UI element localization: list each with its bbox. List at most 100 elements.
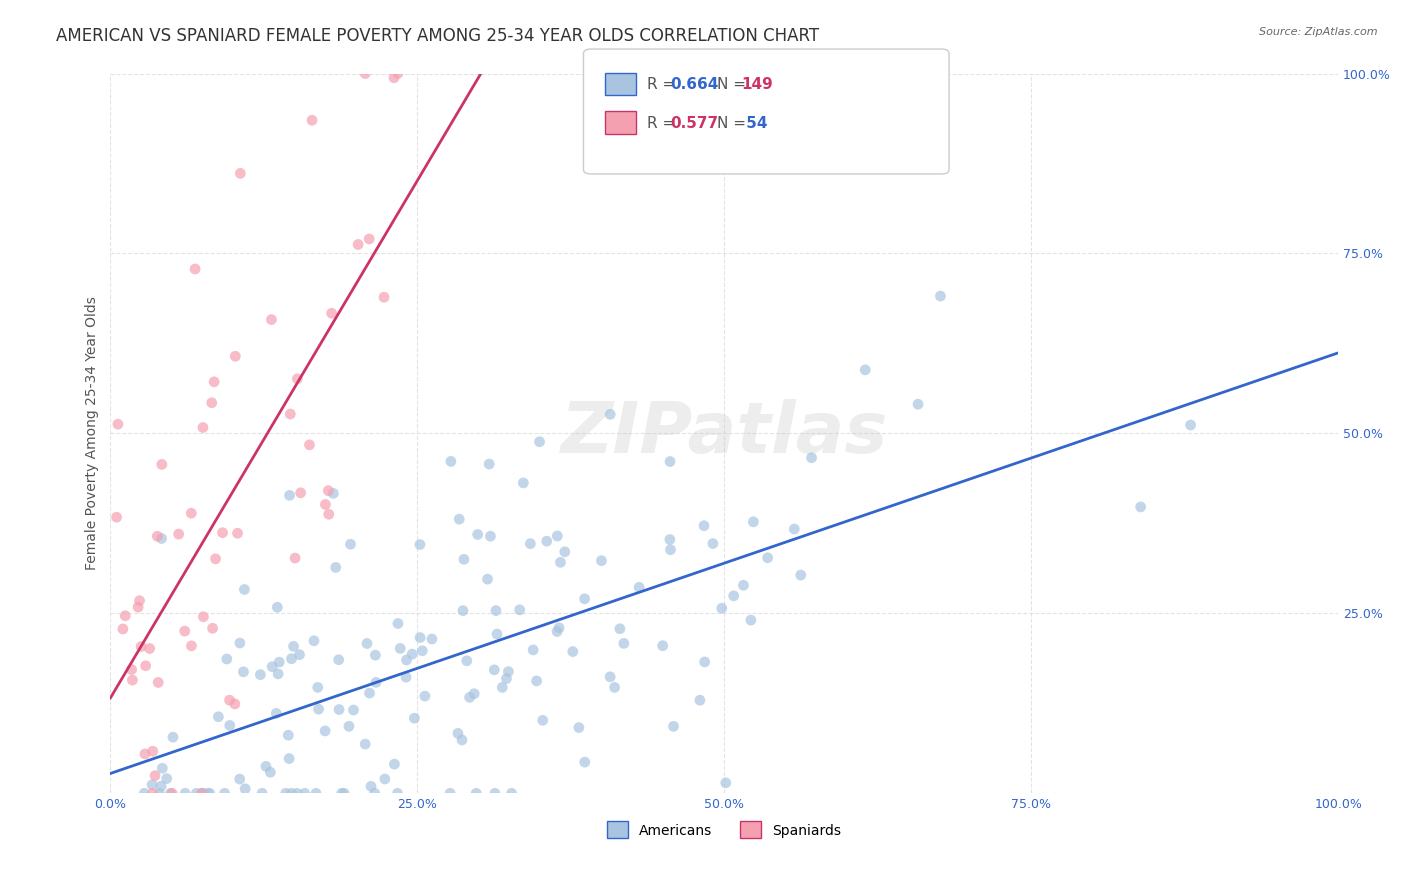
- Point: [603, 681, 626, 695]
- Point: [477, 572, 499, 586]
- Point: [229, 636, 252, 650]
- Text: N =: N =: [717, 78, 751, 92]
- Point: [278, 407, 301, 421]
- Point: [591, 554, 613, 568]
- Point: [733, 578, 755, 592]
- Point: [702, 536, 724, 550]
- Point: [174, 786, 197, 800]
- Point: [150, 761, 173, 775]
- Point: [134, 786, 156, 800]
- Point: [354, 737, 377, 751]
- Point: [413, 689, 436, 703]
- Point: [150, 532, 173, 546]
- Point: [409, 631, 432, 645]
- Point: [308, 702, 330, 716]
- Point: [395, 653, 418, 667]
- Point: [173, 624, 195, 639]
- Point: [495, 672, 517, 686]
- Point: [305, 786, 328, 800]
- Point: [439, 786, 461, 800]
- Point: [451, 604, 474, 618]
- Point: [550, 555, 572, 569]
- Point: [301, 113, 323, 128]
- Point: [599, 407, 621, 421]
- Text: R =: R =: [647, 78, 681, 92]
- Point: [384, 757, 406, 772]
- Point: [290, 485, 312, 500]
- Point: [142, 744, 165, 758]
- Point: [266, 706, 288, 721]
- Point: [298, 438, 321, 452]
- Point: [447, 726, 470, 740]
- Point: [105, 510, 128, 524]
- Point: [404, 711, 426, 725]
- Point: [160, 786, 183, 800]
- Point: [479, 529, 502, 543]
- Point: [228, 772, 250, 786]
- Point: [138, 641, 160, 656]
- Point: [211, 525, 233, 540]
- Point: [693, 655, 716, 669]
- Point: [364, 675, 387, 690]
- Point: [111, 622, 134, 636]
- Point: [128, 593, 150, 607]
- Point: [359, 686, 381, 700]
- Text: AMERICAN VS SPANIARD FEMALE POVERTY AMONG 25-34 YEAR OLDS CORRELATION CHART: AMERICAN VS SPANIARD FEMALE POVERTY AMON…: [56, 27, 820, 45]
- Point: [288, 648, 311, 662]
- Point: [342, 703, 364, 717]
- Point: [531, 714, 554, 728]
- Point: [659, 454, 682, 468]
- Point: [354, 66, 377, 80]
- Point: [325, 560, 347, 574]
- Point: [328, 653, 350, 667]
- Point: [260, 312, 283, 326]
- Point: [451, 733, 474, 747]
- Point: [148, 786, 170, 800]
- Point: [790, 568, 813, 582]
- Point: [150, 779, 173, 793]
- Text: R =: R =: [647, 116, 681, 130]
- Point: [467, 527, 489, 541]
- Point: [284, 551, 307, 566]
- Point: [714, 776, 737, 790]
- Point: [458, 690, 481, 705]
- Point: [374, 772, 396, 786]
- Point: [218, 718, 240, 732]
- Point: [389, 641, 412, 656]
- Point: [207, 710, 229, 724]
- Point: [485, 604, 508, 618]
- Point: [280, 651, 302, 665]
- Point: [202, 375, 225, 389]
- Text: 0.577: 0.577: [671, 116, 718, 130]
- Point: [129, 640, 152, 654]
- Point: [574, 591, 596, 606]
- Point: [485, 627, 508, 641]
- Point: [453, 552, 475, 566]
- Point: [146, 675, 169, 690]
- Point: [266, 600, 288, 615]
- Point: [250, 786, 273, 800]
- Point: [484, 786, 506, 800]
- Point: [536, 534, 558, 549]
- Point: [554, 545, 576, 559]
- Point: [756, 550, 779, 565]
- Point: [262, 659, 284, 673]
- Point: [322, 486, 344, 500]
- Point: [259, 765, 281, 780]
- Point: [224, 697, 246, 711]
- Point: [294, 786, 316, 800]
- Point: [127, 600, 149, 615]
- Point: [215, 652, 238, 666]
- Point: [561, 644, 583, 658]
- Point: [800, 450, 823, 465]
- Point: [267, 666, 290, 681]
- Point: [150, 458, 173, 472]
- Point: [742, 515, 765, 529]
- Point: [478, 457, 501, 471]
- Point: [723, 589, 745, 603]
- Point: [599, 670, 621, 684]
- Point: [226, 526, 249, 541]
- Point: [710, 601, 733, 615]
- Point: [395, 670, 418, 684]
- Point: [498, 665, 520, 679]
